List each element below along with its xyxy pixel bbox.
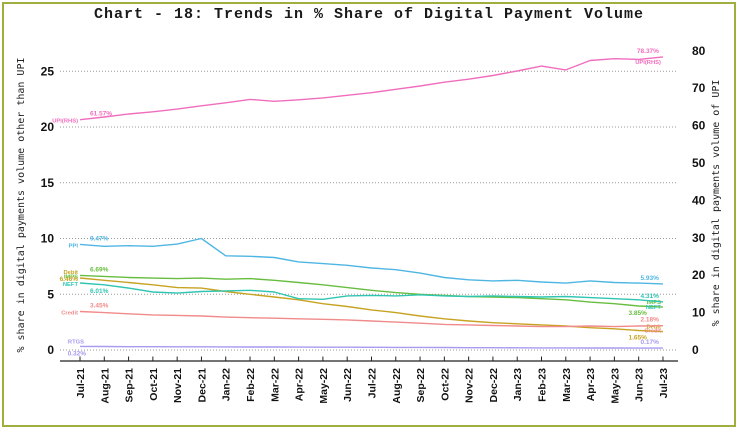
series-start-value-label: 6.46% (60, 276, 79, 283)
series-start-name-label: PPI (69, 243, 79, 249)
series-start-value-label: 6.69% (90, 266, 109, 273)
right-axis-tick: 40 (692, 193, 706, 207)
right-axis-tick: 30 (692, 231, 706, 245)
x-axis-tick-label: Mar-22 (269, 368, 281, 402)
series-end-name-label: UPI(RHS) (635, 60, 661, 66)
series-end-value-label: 5.93% (641, 275, 660, 282)
x-axis-tick-label: Mar-23 (561, 368, 573, 402)
x-axis-tick-label: May-22 (318, 368, 330, 404)
x-axis-tick-label: Apr-22 (294, 368, 306, 401)
left-axis-tick: 15 (41, 176, 55, 190)
series-line-credit (79, 310, 664, 328)
series-line-upirhs (79, 56, 664, 121)
right-axis-tick: 50 (692, 156, 706, 170)
x-axis-tick-label: Jul-21 (75, 368, 87, 399)
chart-title: Chart - 18: Trends in % Share of Digital… (93, 6, 645, 23)
x-axis-tick-label: Nov-22 (464, 368, 476, 403)
x-axis-tick-label: May-23 (609, 368, 621, 404)
x-axis-tick-label: Jul-22 (366, 368, 378, 399)
x-axis-tick-label: Jul-23 (658, 368, 670, 399)
x-axis-tick-label: Feb-22 (245, 368, 257, 402)
series-line-imps (79, 274, 664, 308)
x-axis-tick-label: Apr-23 (585, 368, 597, 401)
x-axis-tick-label: Jan-22 (221, 368, 233, 401)
left-axis-tick: 0 (47, 343, 54, 357)
series-line-debit (79, 277, 664, 333)
x-axis-tick-label: Jun-22 (342, 368, 354, 402)
right-axis-tick: 80 (692, 44, 706, 58)
series-end-value-label: 78.37% (637, 48, 659, 55)
left-axis-tick: 10 (41, 232, 55, 246)
x-axis-tick-label: Feb-23 (537, 368, 549, 402)
series-start-value-label: 61.57% (90, 111, 112, 118)
x-axis-tick-label: Sep-22 (415, 368, 427, 403)
series-start-value-label: 0.32% (68, 350, 87, 357)
series-end-value-label: 0.17% (641, 339, 660, 346)
left-axis-tick: 20 (41, 120, 55, 134)
series-start-value-label: 9.47% (90, 235, 109, 242)
x-axis-tick-label: Aug-21 (99, 368, 111, 404)
series-line-ppi (79, 237, 664, 285)
right-axis-tick: 60 (692, 119, 706, 133)
x-axis-tick-label: Jun-23 (634, 368, 646, 402)
series-line-neft (79, 282, 664, 303)
x-axis-tick-label: Dec-21 (196, 368, 208, 403)
series-end-name-label: Debit (646, 325, 661, 331)
x-axis-tick-label: Oct-22 (439, 368, 451, 401)
series-end-value-label: 3.85% (629, 310, 648, 317)
series-start-name-label: Credit (61, 311, 78, 317)
right-axis-tick: 10 (692, 306, 706, 320)
series-end-name-label: Credit (644, 329, 661, 335)
series-start-name-label: IMPS (64, 274, 78, 280)
series-end-value-label: 2.18% (641, 317, 660, 324)
x-axis-tick-label: Dec-22 (488, 368, 500, 403)
series-end-name-label: NEFT (646, 305, 662, 311)
series-start-name-label: RTGS (68, 339, 84, 345)
x-axis-tick-label: Nov-21 (172, 368, 184, 403)
x-axis-tick-label: Sep-21 (124, 368, 136, 403)
right-axis-tick: 20 (692, 268, 706, 282)
right-axis-tick: 0 (692, 343, 699, 357)
series-start-value-label: 3.45% (90, 303, 109, 310)
x-axis-tick-label: Oct-21 (148, 368, 160, 401)
series-start-value-label: 6.01% (90, 288, 109, 295)
left-axis-tick: 5 (47, 287, 54, 301)
right-axis-tick: 70 (692, 81, 706, 95)
series-end-value-label: 4.31% (641, 293, 660, 300)
series-start-name-label: NEFT (63, 282, 79, 288)
x-axis-tick-label: Jan-23 (512, 368, 524, 401)
left-axis-tick: 25 (41, 64, 55, 78)
x-axis-tick-label: Aug-22 (391, 368, 403, 404)
series-start-name-label: Debit (64, 270, 79, 276)
series-end-name-label: IMPS (647, 300, 661, 306)
series-line-rtgs (79, 345, 663, 349)
series-start-name-label: UPI(RHS) (52, 119, 78, 125)
series-end-value-label: 1.65% (629, 335, 648, 342)
